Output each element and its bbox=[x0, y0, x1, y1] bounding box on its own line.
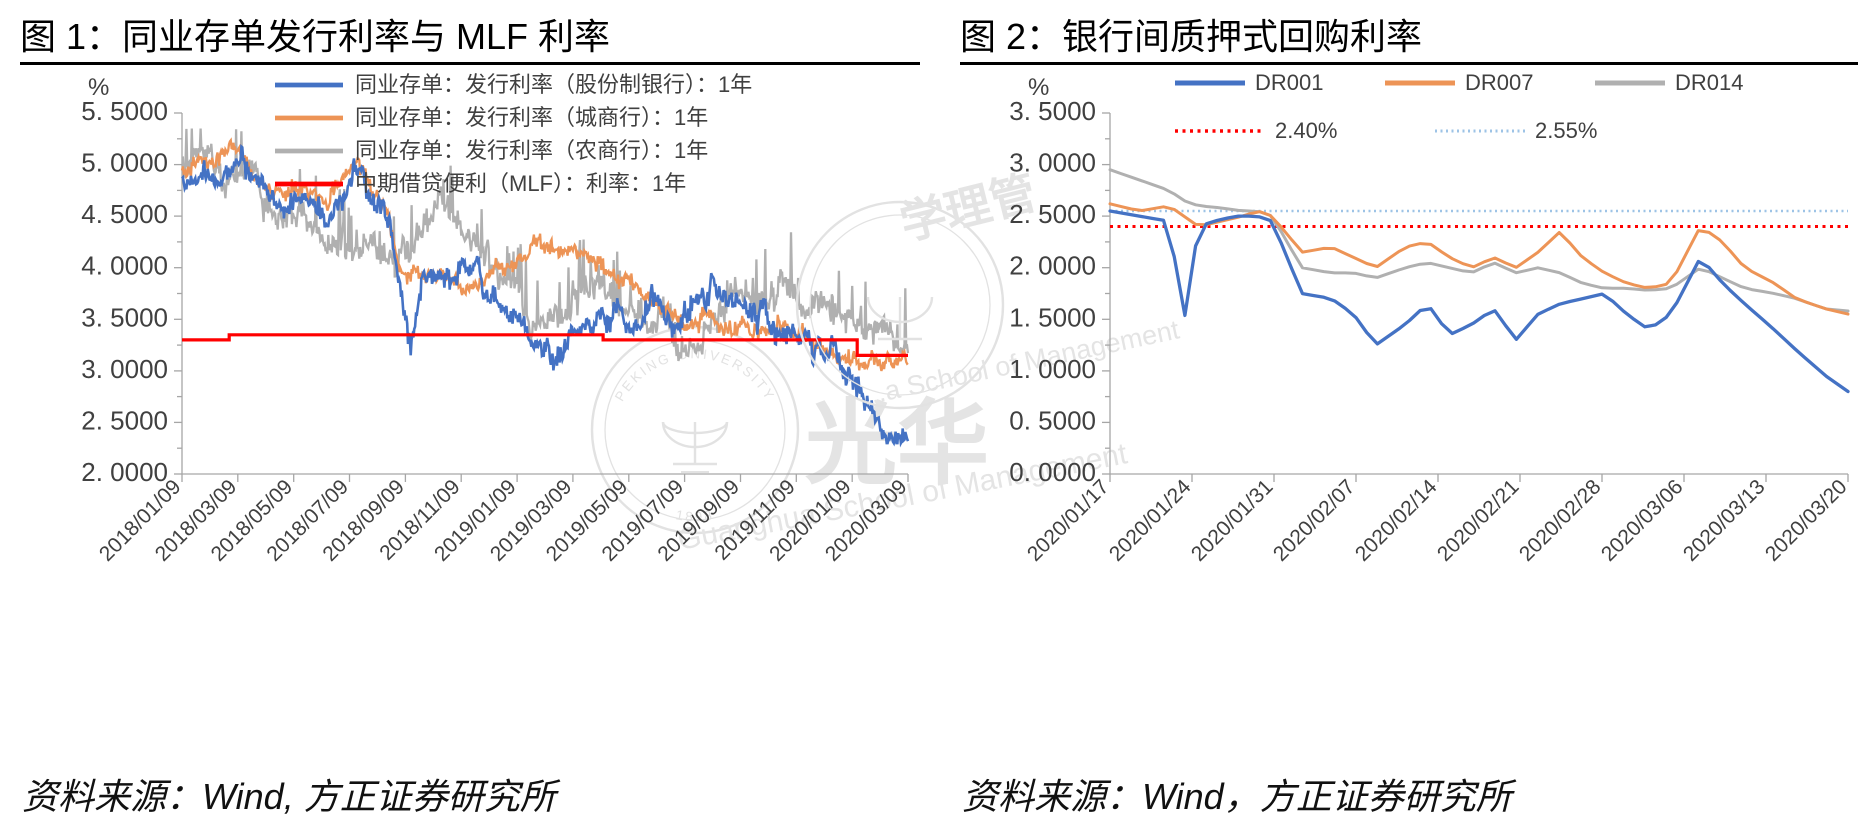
svg-text:2020/01/24: 2020/01/24 bbox=[1105, 475, 1196, 566]
svg-text:2020/03/13: 2020/03/13 bbox=[1679, 475, 1770, 566]
svg-text:2. 5000: 2. 5000 bbox=[81, 405, 168, 435]
svg-text:2020/02/28: 2020/02/28 bbox=[1515, 475, 1606, 566]
svg-text:2020/02/07: 2020/02/07 bbox=[1269, 475, 1360, 566]
svg-text:2. 0000: 2. 0000 bbox=[1009, 251, 1096, 281]
svg-text:3. 5000: 3. 5000 bbox=[81, 302, 168, 332]
svg-text:中期借贷便利（MLF）：利率：1年: 中期借贷便利（MLF）：利率：1年 bbox=[355, 171, 686, 196]
svg-text:1. 5000: 1. 5000 bbox=[1009, 302, 1096, 332]
svg-text:DR007: DR007 bbox=[1465, 70, 1533, 95]
svg-text:0. 5000: 0. 5000 bbox=[1009, 405, 1096, 435]
svg-text:%: % bbox=[88, 74, 109, 101]
svg-text:2020/02/21: 2020/02/21 bbox=[1433, 475, 1524, 566]
svg-text:2020/03/06: 2020/03/06 bbox=[1597, 475, 1688, 566]
svg-text:同业存单：发行利率（股份制银行）：1年: 同业存单：发行利率（股份制银行）：1年 bbox=[355, 72, 752, 97]
svg-text:PEKING UNIVERSITY: PEKING UNIVERSITY bbox=[612, 346, 778, 404]
svg-text:同业存单：发行利率（城商行）：1年: 同业存单：发行利率（城商行）：1年 bbox=[355, 105, 708, 130]
svg-text:2020/02/14: 2020/02/14 bbox=[1351, 475, 1442, 566]
svg-text:3. 5000: 3. 5000 bbox=[1009, 96, 1096, 126]
svg-text:0. 0000: 0. 0000 bbox=[1009, 457, 1096, 487]
svg-text:2. 0000: 2. 0000 bbox=[81, 457, 168, 487]
svg-text:4. 0000: 4. 0000 bbox=[81, 251, 168, 281]
svg-text:1. 0000: 1. 0000 bbox=[1009, 354, 1096, 384]
svg-text:2020/01/31: 2020/01/31 bbox=[1187, 475, 1278, 566]
svg-text:2.55%: 2.55% bbox=[1535, 118, 1597, 143]
svg-text:DR001: DR001 bbox=[1255, 70, 1323, 95]
svg-text:2020/03/20: 2020/03/20 bbox=[1761, 475, 1852, 566]
svg-text:%: % bbox=[1028, 74, 1049, 101]
svg-text:3. 0000: 3. 0000 bbox=[1009, 148, 1096, 178]
svg-text:2.40%: 2.40% bbox=[1275, 118, 1337, 143]
svg-text:DR014: DR014 bbox=[1675, 70, 1743, 95]
svg-text:2. 5000: 2. 5000 bbox=[1009, 199, 1096, 229]
svg-text:2020/01/17: 2020/01/17 bbox=[1023, 475, 1114, 566]
svg-text:4. 5000: 4. 5000 bbox=[81, 199, 168, 229]
svg-text:同业存单：发行利率（农商行）：1年: 同业存单：发行利率（农商行）：1年 bbox=[355, 138, 708, 163]
svg-text:3. 0000: 3. 0000 bbox=[81, 354, 168, 384]
svg-text:5. 0000: 5. 0000 bbox=[81, 148, 168, 178]
